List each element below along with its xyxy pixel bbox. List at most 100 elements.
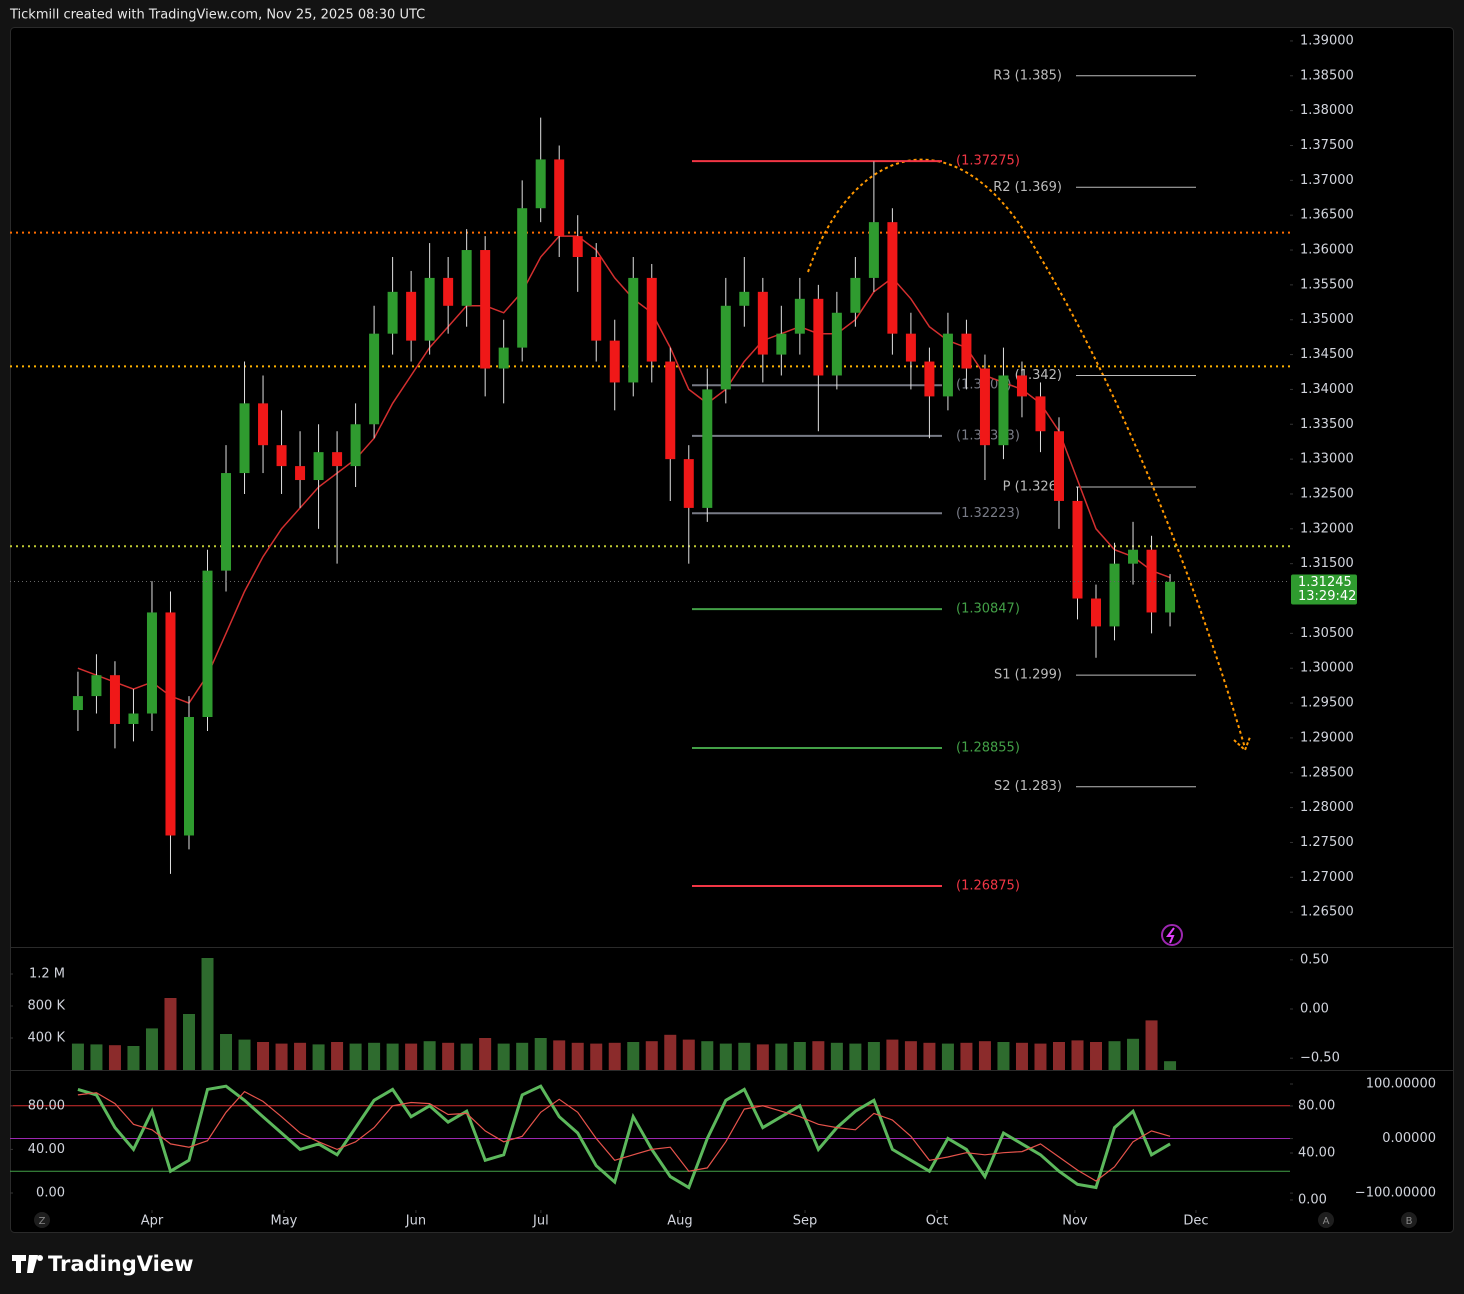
volume-bar bbox=[738, 1042, 751, 1070]
brand-logo-dot bbox=[37, 1255, 43, 1261]
volume-bar bbox=[516, 1042, 529, 1070]
volume-bar bbox=[701, 1041, 714, 1070]
volume-bar bbox=[756, 1044, 769, 1070]
candle-body bbox=[979, 368, 990, 446]
volume-bar bbox=[423, 1041, 436, 1070]
candle-body bbox=[924, 361, 935, 397]
volume-bar bbox=[257, 1042, 270, 1070]
candle-body bbox=[498, 347, 509, 369]
y-tick-label: 1.32500 bbox=[1300, 486, 1354, 501]
volume-bar bbox=[886, 1039, 899, 1070]
y-tick-label: 1.38500 bbox=[1300, 68, 1354, 83]
volume-bar bbox=[182, 1014, 195, 1070]
y-tick-label: 0.00 bbox=[36, 1185, 65, 1200]
candle-body bbox=[1165, 581, 1176, 613]
brand-logo bbox=[12, 1255, 38, 1273]
y-tick-label: 1.27500 bbox=[1300, 835, 1354, 850]
y-tick-label: −100.00000 bbox=[1355, 1186, 1436, 1201]
candle-body bbox=[1128, 549, 1139, 564]
y-tick-label: 1.34500 bbox=[1300, 347, 1354, 362]
candle-body bbox=[1016, 375, 1027, 397]
volume-bar bbox=[479, 1038, 492, 1070]
candle-body bbox=[961, 333, 972, 369]
volume-bar bbox=[682, 1039, 695, 1070]
candle-body bbox=[887, 222, 898, 334]
volume-bar bbox=[275, 1043, 288, 1070]
fib-label: (1.32223) bbox=[956, 506, 1020, 521]
pivot-label: S2 (1.283) bbox=[994, 779, 1062, 794]
volume-bar bbox=[164, 998, 177, 1070]
candle-body bbox=[461, 250, 472, 306]
volume-bar bbox=[220, 1034, 233, 1070]
candle-body bbox=[646, 277, 657, 362]
volume-bar bbox=[571, 1042, 584, 1070]
control-label: A bbox=[1323, 1216, 1330, 1227]
x-tick-label: Jun bbox=[405, 1214, 426, 1229]
y-tick-label: 1.36500 bbox=[1300, 208, 1354, 223]
control-button[interactable] bbox=[1318, 1212, 1334, 1228]
control-button[interactable] bbox=[34, 1212, 50, 1228]
y-tick-label: −0.50 bbox=[1300, 1051, 1340, 1066]
chart-frame bbox=[10, 27, 1454, 1233]
candle-body bbox=[998, 375, 1009, 446]
x-tick-label: Oct bbox=[926, 1214, 948, 1229]
y-tick-label: 80.00 bbox=[1298, 1098, 1335, 1113]
volume-bar bbox=[978, 1041, 991, 1070]
x-tick-label: May bbox=[271, 1214, 298, 1229]
volume-bar bbox=[941, 1043, 954, 1070]
countdown-label: 13:29:42 bbox=[1298, 589, 1356, 604]
y-tick-label: 40.00 bbox=[1298, 1145, 1335, 1160]
y-tick-label: 1.31500 bbox=[1300, 556, 1354, 571]
volume-bar bbox=[294, 1042, 307, 1070]
candle-body bbox=[165, 612, 176, 836]
y-tick-label: 0.00 bbox=[1298, 1193, 1327, 1208]
x-tick-label: Dec bbox=[1183, 1214, 1208, 1229]
volume-bar bbox=[349, 1043, 362, 1070]
y-tick-label: 1.39000 bbox=[1300, 33, 1354, 48]
y-tick-label: 1.36000 bbox=[1300, 243, 1354, 258]
candle-body bbox=[109, 675, 120, 724]
volume-bar bbox=[553, 1040, 566, 1070]
x-tick-label: Apr bbox=[141, 1214, 164, 1229]
candle-body bbox=[406, 291, 417, 341]
volume-bar bbox=[645, 1041, 658, 1070]
y-tick-label: 1.32000 bbox=[1300, 521, 1354, 536]
candle-body bbox=[91, 675, 102, 697]
y-tick-label: 100.00000 bbox=[1366, 1077, 1436, 1092]
volume-bar bbox=[849, 1043, 862, 1070]
y-tick-label: 1.27000 bbox=[1300, 870, 1354, 885]
candle-body bbox=[1053, 431, 1064, 501]
volume-bar bbox=[904, 1041, 917, 1070]
y-tick-label: 1.33500 bbox=[1300, 417, 1354, 432]
candle-body bbox=[443, 277, 454, 306]
candle-body bbox=[183, 717, 194, 836]
y-tick-label: 0.00000 bbox=[1382, 1131, 1436, 1146]
volume-bar bbox=[923, 1042, 936, 1070]
volume-bar bbox=[1071, 1040, 1084, 1070]
volume-bar bbox=[368, 1042, 381, 1070]
candle-body bbox=[665, 361, 676, 460]
candle-body bbox=[1091, 598, 1102, 627]
volume-bar bbox=[1127, 1038, 1140, 1070]
pivot-label: R3 (1.385) bbox=[993, 68, 1062, 83]
alert-icon[interactable] bbox=[1161, 924, 1183, 946]
volume-bar bbox=[127, 1046, 140, 1070]
volume-bar bbox=[71, 1043, 84, 1070]
volume-bar bbox=[386, 1043, 399, 1070]
control-button[interactable] bbox=[1401, 1212, 1417, 1228]
candle-body bbox=[146, 612, 157, 714]
fib-label: (1.26875) bbox=[956, 879, 1020, 894]
control-label: B bbox=[1406, 1216, 1413, 1227]
volume-bar bbox=[812, 1041, 825, 1070]
x-tick-label: Nov bbox=[1062, 1214, 1088, 1229]
candle-body bbox=[128, 713, 139, 724]
osc-line bbox=[77, 1090, 1171, 1182]
candle-body bbox=[313, 452, 324, 481]
y-tick-label: 0.00 bbox=[1300, 1002, 1329, 1017]
candle-body bbox=[850, 277, 861, 313]
y-tick-label: 1.35500 bbox=[1300, 277, 1354, 292]
forecast-curve bbox=[807, 158, 1246, 749]
y-tick-label: 1.28500 bbox=[1300, 765, 1354, 780]
volume-bar bbox=[793, 1042, 806, 1070]
y-tick-label: 1.29000 bbox=[1300, 730, 1354, 745]
